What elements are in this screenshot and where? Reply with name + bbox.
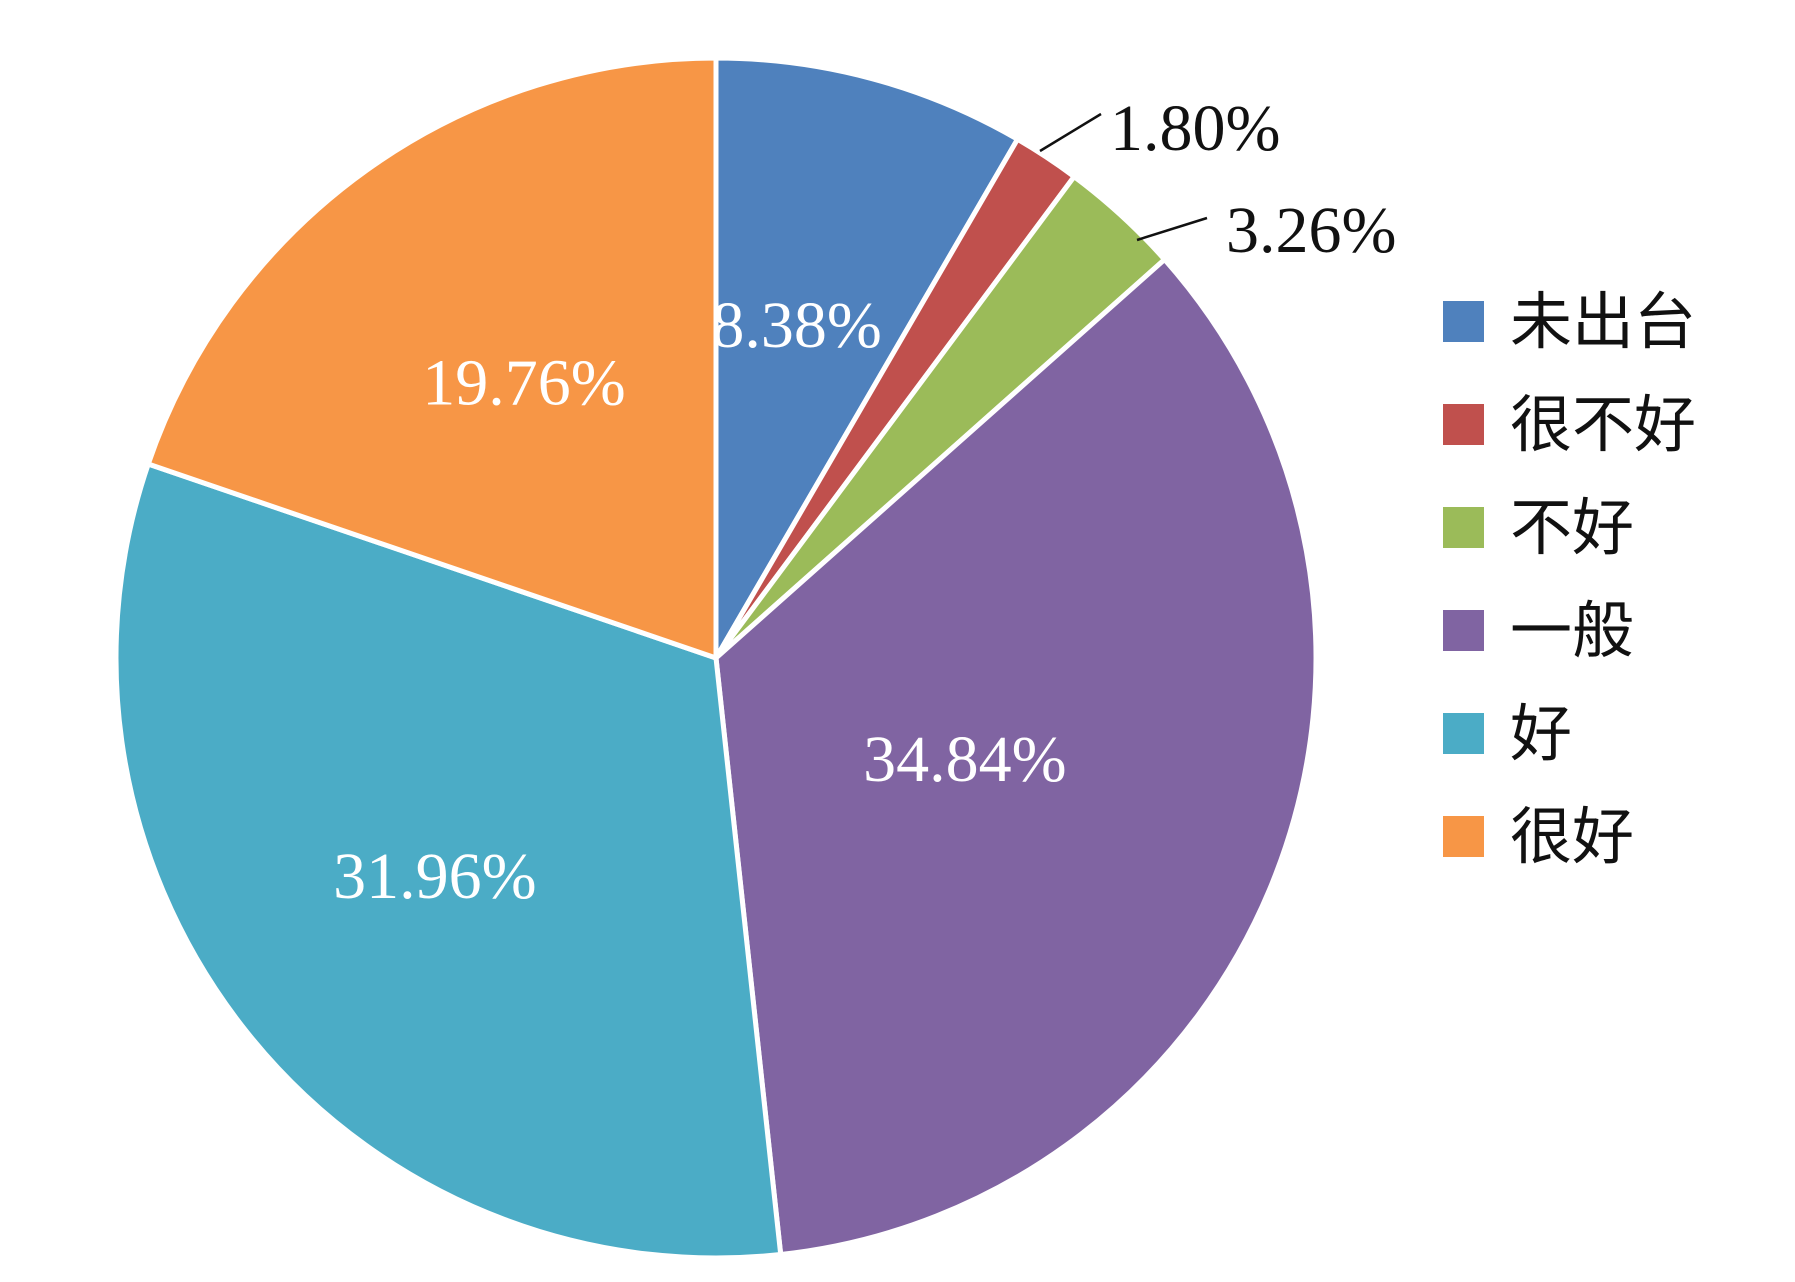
pie-slice-henhao <box>145 55 719 661</box>
legend-item: 好 <box>1443 682 1773 785</box>
legend-label: 未出台 <box>1510 284 1697 358</box>
legend-item: 未出台 <box>1443 270 1773 373</box>
data-label-henhao: 19.76% <box>422 347 625 420</box>
legend-swatch <box>1443 816 1484 857</box>
data-label-yiban: 34.84% <box>863 723 1066 796</box>
legend-label: 很不好 <box>1510 387 1697 461</box>
legend: 未出台 很不好 不好 一般 好 很好 <box>1443 270 1773 888</box>
pie-slice-yiban <box>713 257 1319 1257</box>
data-label-weichutai: 8.38% <box>711 289 881 362</box>
legend-swatch <box>1443 507 1484 548</box>
leader-line-buhao <box>1136 216 1208 242</box>
legend-swatch <box>1443 404 1484 445</box>
data-label-buhao: 3.26% <box>1226 194 1396 267</box>
legend-label: 好 <box>1510 696 1573 770</box>
legend-item: 很好 <box>1443 785 1773 888</box>
legend-item: 很不好 <box>1443 373 1773 476</box>
legend-item: 不好 <box>1443 476 1773 579</box>
pie-slice-hao <box>113 461 784 1261</box>
pie-slice-weichutai <box>713 55 1021 661</box>
legend-swatch <box>1443 713 1484 754</box>
legend-swatch <box>1443 301 1484 342</box>
legend-item: 一般 <box>1443 579 1773 682</box>
pie-slices <box>113 55 1319 1261</box>
data-labels: 8.38% 1.80% 3.26% 34.84% 31.96% 19.76% <box>333 92 1396 913</box>
leader-line-henbuhao <box>1039 112 1102 153</box>
data-label-hao: 31.96% <box>333 840 536 913</box>
leader-lines <box>1039 112 1208 242</box>
data-label-henbuhao: 1.80% <box>1110 92 1280 165</box>
legend-label: 很好 <box>1510 799 1635 873</box>
legend-label: 不好 <box>1510 490 1635 564</box>
legend-label: 一般 <box>1510 593 1635 667</box>
legend-swatch <box>1443 610 1484 651</box>
